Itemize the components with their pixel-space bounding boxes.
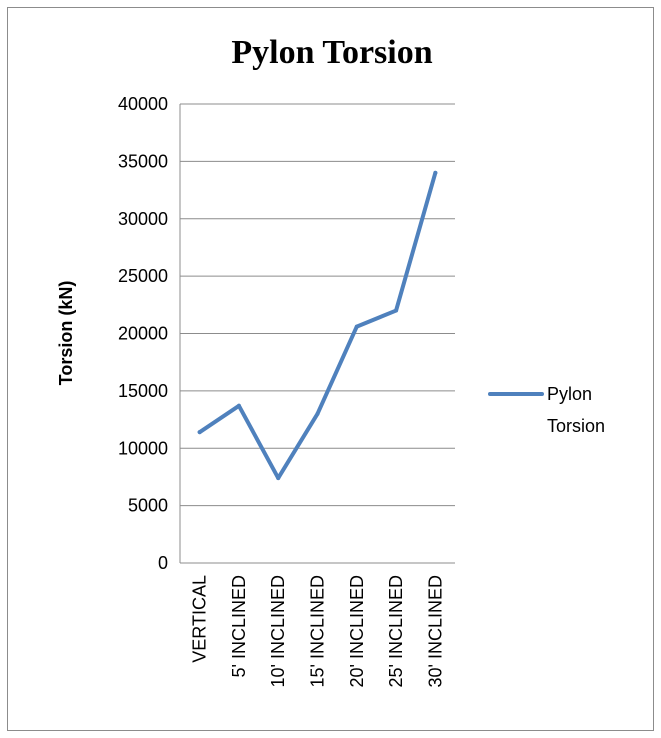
y-tick-label: 25000 — [118, 266, 168, 286]
data-point — [315, 411, 320, 416]
x-tick-label: 10' INCLINED — [268, 575, 288, 687]
x-tick-label: 15' INCLINED — [308, 575, 328, 687]
series-group — [197, 170, 438, 481]
x-tick-label: 5' INCLINED — [229, 575, 249, 677]
chart-title: Pylon Torsion — [231, 34, 432, 71]
y-tick-label: 0 — [158, 553, 168, 573]
legend: Pylon Torsion — [488, 384, 605, 436]
y-axis-label: Torsion (kN) — [56, 281, 76, 386]
x-tick-label: 30' INCLINED — [425, 575, 445, 687]
data-point — [276, 476, 281, 481]
chart-frame — [7, 7, 654, 731]
y-tick-label: 40000 — [118, 94, 168, 114]
y-tick-label: 35000 — [118, 151, 168, 171]
x-tick-labels: VERTICAL 5' INCLINED 10' INCLINED 15' INCLI… — [190, 575, 446, 687]
legend-label-line2: Torsion — [547, 416, 605, 436]
y-tick-label: 5000 — [128, 496, 168, 516]
x-tick-label: 20' INCLINED — [347, 575, 367, 687]
y-tick-label: 15000 — [118, 381, 168, 401]
y-tick-labels: 0 5000 10000 15000 20000 25000 30000 35000 40000 — [118, 94, 168, 573]
data-point — [236, 403, 241, 408]
data-point — [433, 170, 438, 175]
y-tick-label: 20000 — [118, 324, 168, 344]
legend-label-line1: Pylon — [547, 384, 592, 404]
y-tick-label: 10000 — [118, 438, 168, 458]
x-tick-label: 25' INCLINED — [386, 575, 406, 687]
x-tick-label: VERTICAL — [190, 575, 210, 663]
data-point — [394, 308, 399, 313]
gridlines — [180, 103, 455, 564]
data-point — [354, 324, 359, 329]
y-tick-label: 30000 — [118, 209, 168, 229]
data-point — [197, 430, 202, 435]
